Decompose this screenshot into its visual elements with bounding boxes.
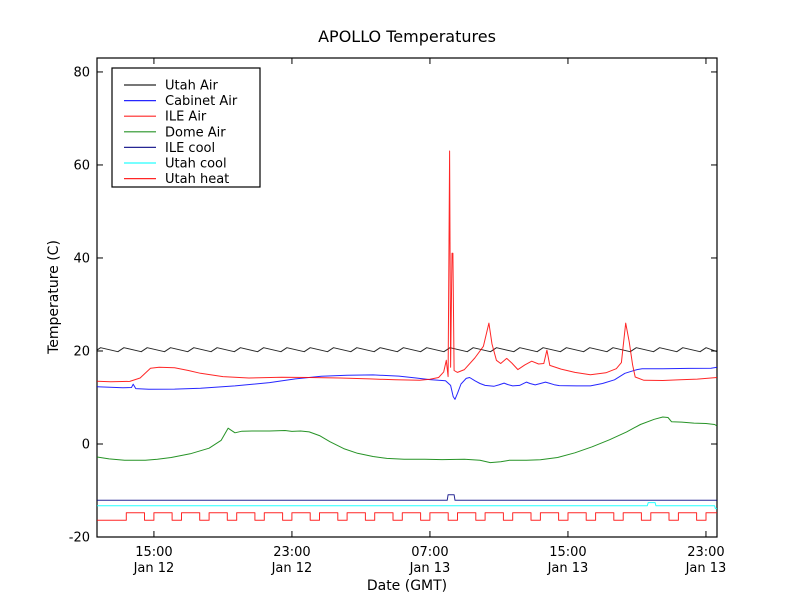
series-utah-cool [97, 502, 717, 510]
x-tick-label-date: Jan 12 [133, 561, 175, 576]
y-tick-label: 40 [73, 251, 90, 266]
y-axis-label: Temperature (C) [46, 240, 62, 355]
y-tick-label: 80 [73, 65, 90, 80]
x-tick-label-date: Jan 13 [547, 561, 589, 576]
series-dome-air [96, 416, 718, 464]
series-ile-air [96, 150, 718, 383]
y-tick-label: 20 [73, 344, 90, 359]
y-tick-label: -20 [69, 531, 90, 546]
series-ile-cool [97, 494, 717, 501]
axes-frame [96, 57, 718, 538]
legend-label-cabinet-air: Cabinet Air [165, 94, 238, 109]
legend-box [111, 67, 261, 188]
legend-label-utah-cool: Utah cool [165, 157, 227, 172]
x-tick-label-date: Jan 13 [409, 561, 451, 576]
y-tick-label: 0 [82, 437, 90, 452]
series-utah-heat [97, 512, 717, 521]
x-tick-label-time: 15:00 [135, 545, 172, 560]
x-tick-label-time: 23:00 [273, 545, 310, 560]
legend-label-ile-cool: ILE cool [165, 141, 215, 156]
x-tick-label-time: 07:00 [411, 545, 448, 560]
legend-label-ile-air: ILE Air [165, 110, 207, 125]
legend-label-utah-air: Utah Air [165, 79, 218, 94]
x-axis-label: Date (GMT) [367, 578, 447, 594]
series-utah-air [96, 347, 718, 353]
legend-label-utah-heat: Utah heat [165, 172, 229, 187]
y-tick-label: 60 [73, 158, 90, 173]
series-cabinet-air [96, 366, 718, 400]
x-tick-label-date: Jan 13 [685, 561, 727, 576]
x-tick-label-time: 15:00 [549, 545, 586, 560]
chart-title: APOLLO Temperatures [318, 27, 496, 46]
legend-label-dome-air: Dome Air [165, 125, 226, 140]
x-tick-label-time: 23:00 [687, 545, 724, 560]
x-tick-label-date: Jan 12 [271, 561, 313, 576]
